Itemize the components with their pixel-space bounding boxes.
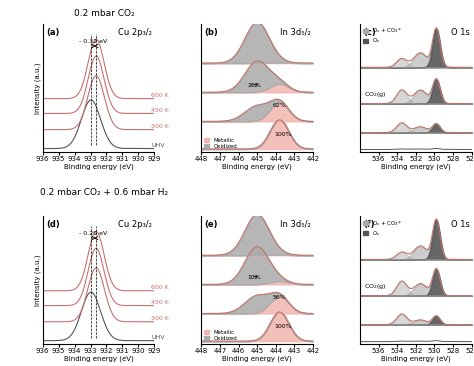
X-axis label: Binding energy (eV): Binding energy (eV): [64, 356, 133, 362]
Text: In 3d₅/₂: In 3d₅/₂: [280, 220, 311, 229]
Y-axis label: Intensity (a.u.): Intensity (a.u.): [35, 62, 41, 113]
X-axis label: Binding energy (eV): Binding energy (eV): [222, 356, 292, 362]
Text: CO$_2$(g): CO$_2$(g): [365, 90, 387, 98]
Text: (a): (a): [46, 27, 59, 37]
Text: (e): (e): [205, 220, 218, 229]
Y-axis label: Intensity (a.u.): Intensity (a.u.): [35, 254, 41, 306]
Text: - 0.32 eV: - 0.32 eV: [80, 39, 108, 44]
Text: CO$_2$(g): CO$_2$(g): [365, 282, 387, 291]
Text: 100%: 100%: [274, 132, 292, 137]
Text: 600 K: 600 K: [151, 285, 169, 290]
Text: (d): (d): [46, 220, 60, 229]
X-axis label: Binding energy (eV): Binding energy (eV): [64, 164, 133, 170]
Text: UHV: UHV: [151, 143, 164, 148]
Text: 100%: 100%: [274, 324, 292, 329]
Legend: Metallic, Oxidized: Metallic, Oxidized: [204, 330, 237, 341]
Text: Cu 2p₃/₂: Cu 2p₃/₂: [118, 220, 152, 229]
Text: (b): (b): [205, 27, 219, 37]
Text: (f): (f): [363, 220, 375, 229]
Text: 10%: 10%: [248, 275, 262, 280]
Text: 300 K: 300 K: [151, 316, 169, 321]
Text: In 3d₅/₂: In 3d₅/₂: [280, 27, 311, 37]
Text: (c): (c): [363, 27, 376, 37]
Text: 600 K: 600 K: [151, 93, 169, 98]
Text: UHV: UHV: [151, 335, 164, 340]
Text: 56%: 56%: [273, 295, 286, 300]
Text: O 1s: O 1s: [450, 27, 469, 37]
Text: 0.2 mbar CO₂ + 0.6 mbar H₂: 0.2 mbar CO₂ + 0.6 mbar H₂: [40, 188, 168, 198]
X-axis label: Binding energy (eV): Binding energy (eV): [222, 164, 292, 170]
Text: - 0.29 eV: - 0.29 eV: [80, 231, 108, 236]
Text: 62%: 62%: [273, 103, 286, 108]
Text: 0.2 mbar CO₂: 0.2 mbar CO₂: [74, 9, 135, 18]
Legend: Metallic, Oxidized: Metallic, Oxidized: [204, 138, 237, 149]
Legend: O$_s$ + CO$_3$*, O$_s$: O$_s$ + CO$_3$*, O$_s$: [363, 219, 402, 238]
Text: 26%: 26%: [248, 83, 262, 88]
X-axis label: Binding energy (eV): Binding energy (eV): [381, 356, 451, 362]
Text: O 1s: O 1s: [450, 220, 469, 229]
Legend: O$_s$ + CO$_3$*, O$_s$: O$_s$ + CO$_3$*, O$_s$: [363, 27, 402, 45]
X-axis label: Binding energy (eV): Binding energy (eV): [381, 164, 451, 170]
Text: 300 K: 300 K: [151, 124, 169, 129]
Text: Cu 2p₃/₂: Cu 2p₃/₂: [118, 27, 152, 37]
Text: 450 K: 450 K: [151, 108, 169, 113]
Text: 450 K: 450 K: [151, 300, 169, 305]
